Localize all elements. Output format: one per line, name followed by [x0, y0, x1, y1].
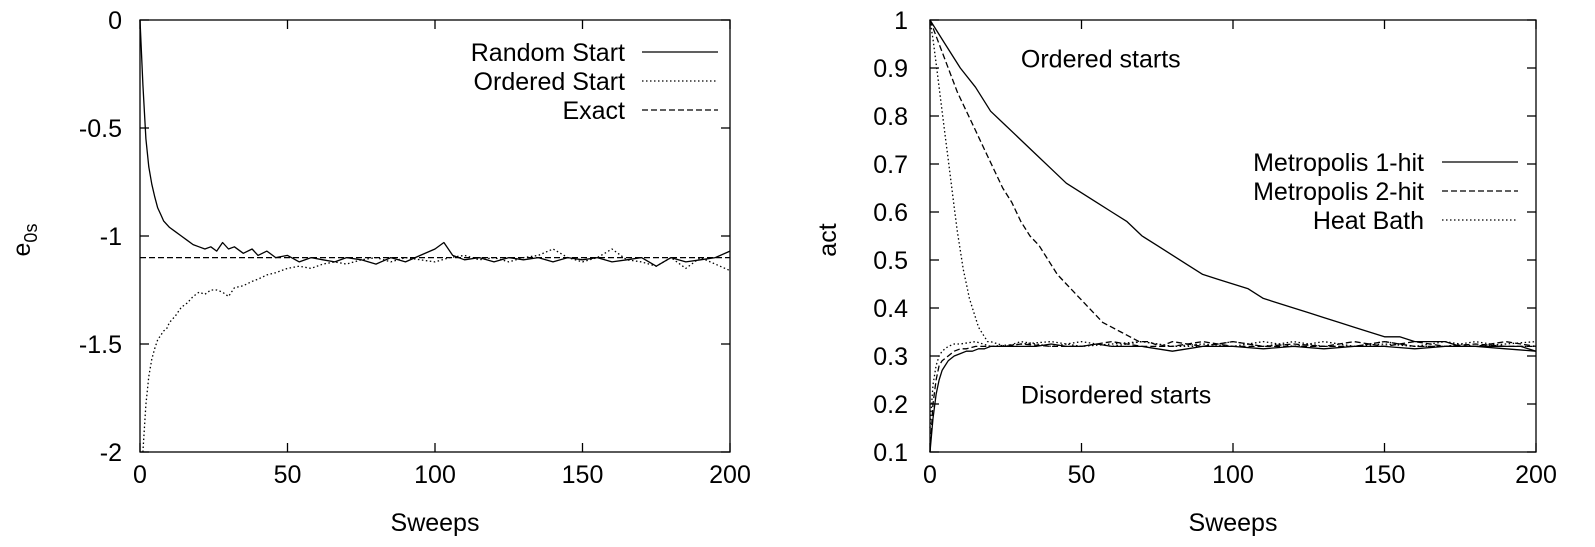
y-tick-label: -1.5 — [79, 331, 122, 359]
x-tick-label: 200 — [709, 461, 751, 489]
series-line-ordered-start — [142, 248, 731, 453]
series-line-dashed — [929, 340, 1536, 453]
y-tick-label: -1 — [100, 223, 122, 251]
x-axis-label: Sweeps — [391, 509, 480, 537]
y-axis-label: act — [814, 223, 842, 256]
y-tick-label: 0.7 — [873, 151, 908, 179]
y-tick-label: -2 — [100, 439, 122, 467]
x-tick-label: 150 — [1364, 461, 1406, 489]
legend-label: Heat Bath — [1313, 207, 1424, 235]
y-tick-label: 1 — [894, 7, 908, 35]
x-tick-label: 50 — [1068, 461, 1096, 489]
annotation-label: Disordered starts — [1021, 381, 1211, 409]
x-axis-label: Sweeps — [1189, 509, 1278, 537]
y-tick-label: 0.9 — [873, 55, 908, 83]
y-tick-label: 0.2 — [873, 391, 908, 419]
legend-label: Metropolis 2-hit — [1253, 178, 1424, 206]
y-axis-label-text: act — [814, 223, 842, 256]
y-tick-label: 0.6 — [873, 199, 908, 227]
x-tick-label: 0 — [923, 461, 937, 489]
y-tick-label: 0.4 — [873, 295, 908, 323]
y-tick-label: 0.5 — [873, 247, 908, 275]
series-line-metropolis-2-hit — [929, 19, 1537, 348]
left-chart-energy: 0 50 100 150 200 -2 -1.5 -1 -0.5 0 Sweeps e0s Random… — [8, 7, 751, 537]
y-axis-label-text: e — [8, 243, 36, 257]
x-tick-label: 150 — [562, 461, 604, 489]
y-tick-label: 0 — [108, 7, 122, 35]
y-tick-label: 0.8 — [873, 103, 908, 131]
y-tick-label: 0.1 — [873, 439, 908, 467]
x-tick-label: 100 — [1212, 461, 1254, 489]
x-tick-label: 50 — [274, 461, 302, 489]
annotation-label: Ordered starts — [1021, 45, 1181, 73]
y-tick-label: 0.3 — [873, 343, 908, 371]
series-line-metropolis-1-hit — [929, 19, 1537, 352]
x-tick-label: 100 — [414, 461, 456, 489]
series-line-random-start — [139, 19, 731, 267]
right-chart-activity: 0 50 100 150 200 0.1 0.2 0.3 0.4 0.5 0.6 0.7 0.8 0.9 1… — [814, 7, 1557, 537]
legend-label: Random Start — [471, 39, 625, 67]
y-axis-label: e0s — [8, 224, 41, 257]
x-tick-label: 200 — [1515, 461, 1557, 489]
plot-frame — [139, 19, 731, 453]
legend-label: Metropolis 1-hit — [1253, 149, 1424, 177]
legend-label: Exact — [562, 97, 625, 125]
y-tick-label: -0.5 — [79, 115, 122, 143]
y-axis-label-subscript: 0s — [21, 224, 41, 243]
legend-label: Ordered Start — [474, 68, 626, 96]
series-line-dotted — [929, 340, 1537, 429]
x-tick-label: 0 — [133, 461, 147, 489]
